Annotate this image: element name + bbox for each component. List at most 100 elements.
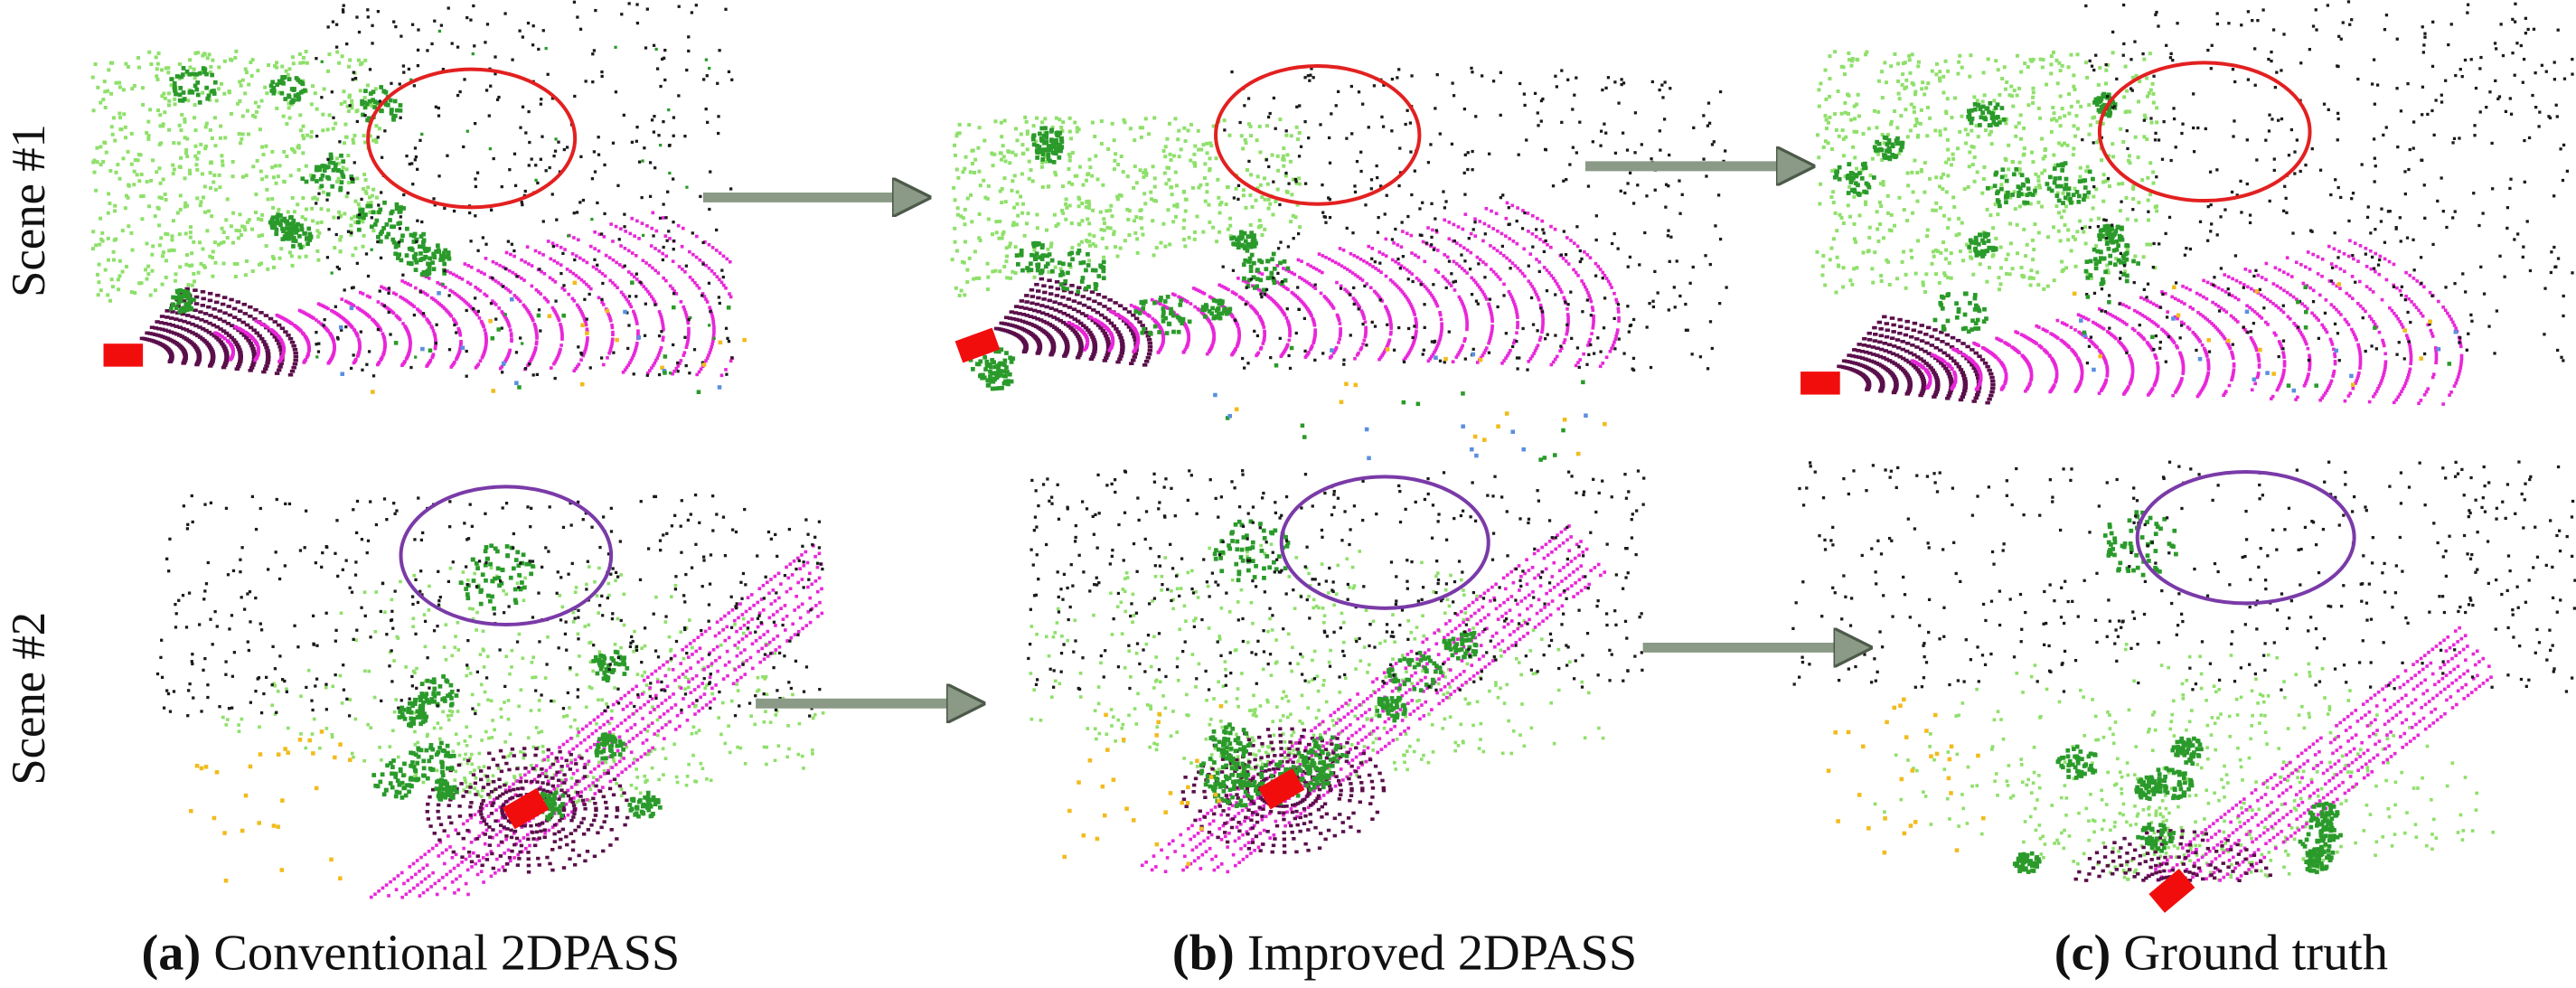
point <box>961 216 965 221</box>
point <box>405 226 409 231</box>
point <box>1064 349 1070 353</box>
point <box>367 99 372 104</box>
point <box>1257 258 1262 263</box>
point <box>1277 282 1282 286</box>
point <box>1363 333 1368 337</box>
point <box>292 362 298 366</box>
point <box>452 209 456 213</box>
point <box>158 113 163 118</box>
point <box>1542 266 1547 269</box>
point <box>519 126 522 129</box>
point <box>1129 304 1133 307</box>
point <box>268 220 273 225</box>
point <box>279 326 286 331</box>
point <box>1506 353 1509 358</box>
point <box>377 127 381 131</box>
point <box>1105 318 1112 323</box>
point <box>601 362 606 367</box>
point <box>244 323 250 327</box>
point <box>221 230 226 234</box>
point <box>1180 316 1186 322</box>
point <box>196 51 201 55</box>
point <box>141 193 146 198</box>
point <box>167 127 172 132</box>
point <box>1065 205 1069 210</box>
point <box>1035 352 1041 355</box>
point <box>685 68 689 72</box>
point <box>140 217 145 221</box>
point <box>1360 311 1365 315</box>
point <box>1054 294 1060 297</box>
point <box>1287 269 1292 274</box>
point <box>1248 124 1253 128</box>
point <box>374 195 379 200</box>
point <box>271 86 277 90</box>
point <box>1058 318 1063 323</box>
point <box>1024 300 1029 304</box>
point <box>409 283 413 287</box>
point <box>208 314 213 317</box>
point <box>160 94 165 99</box>
point <box>335 265 339 269</box>
point <box>1350 271 1355 275</box>
point <box>160 282 165 287</box>
point <box>573 94 577 99</box>
point <box>474 214 477 218</box>
point <box>1561 257 1565 260</box>
point <box>116 278 120 282</box>
point <box>196 270 201 275</box>
point <box>1258 278 1264 283</box>
point <box>1125 174 1130 179</box>
point <box>277 256 282 260</box>
point <box>1062 335 1067 340</box>
point <box>707 353 710 357</box>
point <box>123 125 127 129</box>
point <box>1394 259 1398 264</box>
point <box>635 295 638 298</box>
point <box>221 159 225 164</box>
point <box>1337 262 1340 267</box>
point <box>561 251 565 256</box>
point <box>103 268 108 272</box>
point <box>169 83 174 88</box>
point <box>1029 295 1036 298</box>
point <box>466 264 471 268</box>
point <box>1044 135 1048 140</box>
point <box>208 127 212 132</box>
point <box>1048 306 1054 310</box>
point <box>230 338 237 342</box>
point <box>355 119 359 124</box>
point <box>437 114 441 118</box>
point <box>296 146 301 150</box>
point <box>484 334 488 339</box>
point <box>1193 164 1198 168</box>
point <box>190 251 194 256</box>
point <box>1523 274 1527 278</box>
point <box>633 312 636 316</box>
point <box>198 203 202 208</box>
point <box>414 286 418 290</box>
point <box>380 155 384 159</box>
point <box>159 236 164 240</box>
point <box>965 268 970 272</box>
point <box>1582 352 1585 356</box>
point <box>1040 152 1046 157</box>
point <box>1211 225 1216 230</box>
point <box>289 215 294 220</box>
point <box>1615 331 1619 335</box>
point <box>291 244 296 249</box>
point <box>717 115 720 118</box>
point <box>1038 148 1043 154</box>
point <box>705 74 709 78</box>
point <box>999 120 1003 125</box>
point <box>688 249 691 254</box>
point <box>1059 139 1065 145</box>
point <box>1067 166 1071 171</box>
point <box>1196 288 1200 293</box>
point <box>1008 161 1012 165</box>
point <box>1067 116 1072 120</box>
point <box>156 52 161 56</box>
point <box>147 50 152 54</box>
point <box>1399 245 1404 249</box>
point <box>1158 348 1162 352</box>
